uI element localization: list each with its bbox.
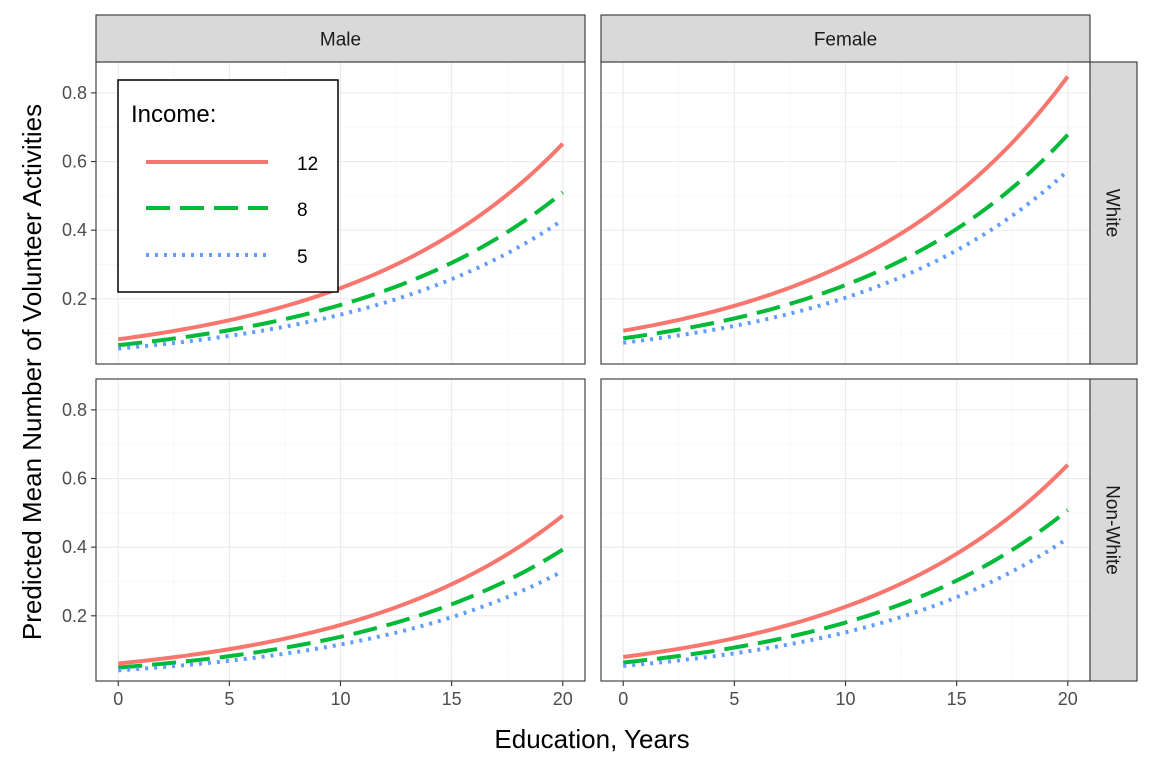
y-tick-label: 0.8 (62, 83, 87, 103)
series-line-income-8 (622, 133, 1070, 341)
y-tick-label: 0.4 (62, 537, 87, 557)
y-tick-label: 0.6 (62, 469, 87, 489)
axes-layer: 0.2 0.4 0.6 0.8 0.2 0.4 0.6 0.8 0 5 10 15 20 0 5 10 15 20 (62, 83, 1078, 709)
x-tick-label: 5 (729, 689, 739, 709)
x-tick-label: 0 (113, 689, 123, 709)
legend-title: Income: (131, 101, 216, 128)
x-tick-label: 0 (618, 689, 628, 709)
series-line-income-12 (622, 463, 1070, 659)
x-tick-label: 15 (947, 689, 967, 709)
series-line-income-5 (118, 569, 564, 673)
y-tick-label: 0.8 (62, 400, 87, 420)
x-tick-label: 10 (330, 689, 350, 709)
y-tick-label: 0.6 (62, 152, 87, 172)
strip-label-male: Male (320, 30, 361, 51)
series-line-income-8 (623, 508, 1070, 665)
series-line-income-12 (622, 75, 1070, 333)
panel-female-white (600, 61, 1091, 365)
x-axis-title: Education, Years (494, 724, 689, 754)
series-line-income-5 (118, 218, 564, 351)
series-line-income-8 (118, 547, 564, 670)
x-tick-label: 20 (1058, 689, 1078, 709)
series-line-income-5 (623, 536, 1069, 668)
y-axis-title: Predicted Mean Number of Volunteer Activ… (17, 104, 47, 640)
series-line-income-8 (118, 190, 565, 348)
series-line-income-5 (622, 169, 1070, 345)
strip-label-non-white: Non-White (1102, 485, 1123, 575)
y-tick-label: 0.4 (62, 220, 87, 240)
legend-label-5: 5 (297, 247, 308, 268)
strip-label-female: Female (814, 30, 877, 51)
legend-label-8: 8 (297, 200, 308, 221)
x-tick-label: 15 (442, 689, 462, 709)
x-tick-label: 20 (553, 689, 573, 709)
strip-female (600, 14, 1091, 63)
legend-label-12: 12 (297, 154, 318, 175)
series-line-income-12 (118, 514, 564, 666)
strip-male (95, 14, 586, 63)
y-tick-label: 0.2 (62, 289, 87, 309)
strip-non-white (1089, 378, 1138, 682)
strip-white (1089, 61, 1138, 365)
y-tick-label: 0.2 (62, 606, 87, 626)
panels-layer (95, 61, 1091, 682)
x-tick-label: 5 (224, 689, 234, 709)
legend: Income: 12 8 5 (117, 79, 339, 293)
series-line-income-12 (117, 142, 565, 342)
strip-label-white: White (1102, 189, 1123, 238)
panel-male-non-white (95, 378, 586, 682)
x-tick-label: 10 (835, 689, 855, 709)
facet-strips-layer: Male Female White Non-White (95, 14, 1138, 682)
panel-female-non-white (600, 378, 1091, 682)
